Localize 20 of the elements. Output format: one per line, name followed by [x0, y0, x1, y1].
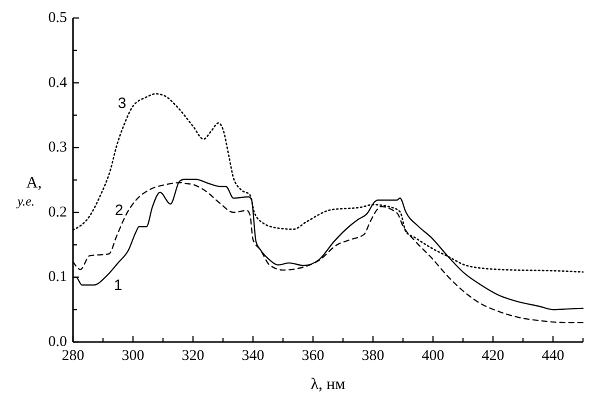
- x-tick-label: 300: [122, 348, 144, 364]
- x-tick-label: 320: [182, 348, 204, 364]
- y-tick-label: 0.3: [48, 140, 67, 156]
- y-tick-label: 0.5: [48, 10, 67, 26]
- x-tick-label: 380: [362, 348, 384, 364]
- series-label: 1: [114, 276, 122, 294]
- y-tick-label: 0.1: [48, 269, 67, 286]
- x-axis-title: λ, нм: [310, 376, 346, 393]
- series-label: 2: [114, 202, 124, 219]
- x-tick-label: 360: [302, 348, 324, 364]
- x-tick-label: 400: [422, 348, 444, 364]
- y-tick-label: 0.0: [48, 334, 67, 350]
- y-tick-label: 0.4: [48, 74, 68, 91]
- x-tick-label: 440: [542, 348, 564, 364]
- x-tick-label: 420: [482, 348, 504, 364]
- y-tick-label: 0.2: [48, 204, 67, 220]
- x-tick-label: 340: [242, 348, 264, 364]
- x-tick-label: 280: [62, 348, 84, 364]
- y-axis-title: A, у.е.: [15, 174, 42, 208]
- series-label: 3: [118, 94, 126, 112]
